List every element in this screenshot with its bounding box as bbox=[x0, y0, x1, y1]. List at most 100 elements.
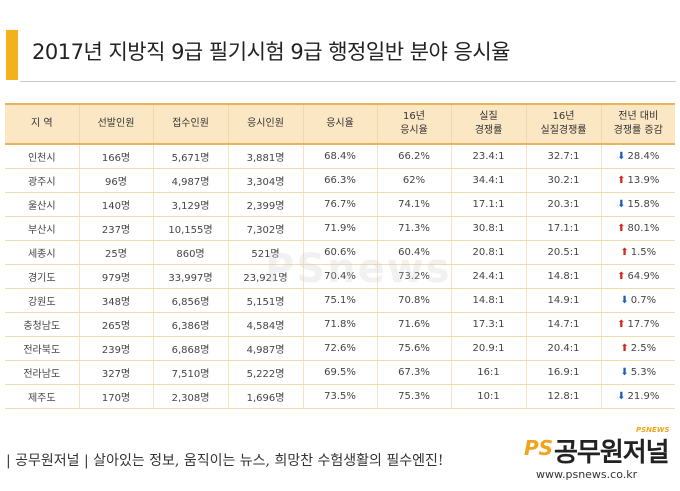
column-header-comp16: 16년 실질경쟁률 bbox=[526, 103, 602, 145]
cell-comp16: 14.8:1 bbox=[526, 264, 602, 289]
cell-rate16: 60.4% bbox=[377, 240, 452, 265]
cell-comp16: 14.9:1 bbox=[526, 288, 602, 313]
column-header-attended: 응시인원 bbox=[228, 103, 304, 145]
cell-change: ⬇ 15.8% bbox=[601, 192, 675, 217]
cell-rate: 69.5% bbox=[303, 360, 378, 385]
cell-comp16: 14.7:1 bbox=[526, 312, 602, 337]
header: 2017년 지방직 9급 필기시험 9급 행정일반 분야 응시율 bbox=[0, 0, 680, 82]
change-value: 1.5% bbox=[630, 246, 657, 258]
cell-selected: 170명 bbox=[79, 384, 154, 409]
cell-comp: 10:1 bbox=[451, 384, 527, 409]
cell-attended: 1,696명 bbox=[228, 384, 304, 409]
column-header-rate: 응시율 bbox=[303, 103, 378, 145]
arrow-up-icon: ⬆ bbox=[617, 222, 626, 234]
arrow-up-icon: ⬆ bbox=[617, 318, 626, 330]
column-header-selected: 선발인원 bbox=[79, 103, 154, 145]
table-row: 강원도 348명 6,856명 5,151명 75.1% 70.8% 14.8:1 14.9:… bbox=[5, 288, 675, 313]
cell-applied: 6,868명 bbox=[153, 336, 229, 361]
cell-selected: 348명 bbox=[79, 288, 154, 313]
cell-change: ⬆ 17.7% bbox=[601, 312, 675, 337]
cell-change: ⬇ 5.3% bbox=[601, 360, 675, 385]
arrow-up-icon: ⬆ bbox=[617, 270, 626, 282]
cell-comp16: 12.8:1 bbox=[526, 384, 602, 409]
cell-change: ⬆ 2.5% bbox=[601, 336, 675, 361]
cell-attended: 7,302명 bbox=[228, 216, 304, 241]
column-header-line: 16년 bbox=[403, 111, 425, 122]
title-divider bbox=[20, 81, 676, 82]
page-title: 2017년 지방직 9급 필기시험 9급 행정일반 분야 응시율 bbox=[32, 40, 510, 64]
cell-attended: 23,921명 bbox=[228, 264, 304, 289]
cell-comp: 17.3:1 bbox=[451, 312, 527, 337]
cell-rate16: 71.6% bbox=[377, 312, 452, 337]
cell-rate: 76.7% bbox=[303, 192, 378, 217]
cell-region: 전라남도 bbox=[5, 360, 80, 385]
cell-attended: 521명 bbox=[228, 240, 304, 265]
column-header-line: 실질경쟁률 bbox=[540, 125, 587, 136]
cell-comp16: 16.9:1 bbox=[526, 360, 602, 385]
column-header-line: 실질 bbox=[479, 111, 498, 122]
footer-slogan: | 공무원저널 | 살아있는 정보, 움직이는 뉴스, 희망찬 수험생활의 필수… bbox=[6, 453, 444, 469]
arrow-down-icon: ⬇ bbox=[617, 150, 626, 162]
cell-selected: 979명 bbox=[79, 264, 154, 289]
arrow-up-icon: ⬆ bbox=[620, 342, 629, 354]
table-row: 인천시 166명 5,671명 3,881명 68.4% 66.2% 23.4:1 32.7:… bbox=[5, 144, 675, 169]
cell-attended: 5,222명 bbox=[228, 360, 304, 385]
change-value: 15.8% bbox=[627, 198, 660, 210]
logo-sub: PSNEWS bbox=[636, 426, 670, 434]
change-value: 2.5% bbox=[630, 342, 657, 354]
cell-comp16: 30.2:1 bbox=[526, 168, 602, 193]
cell-region: 세종시 bbox=[5, 240, 80, 265]
cell-region: 제주도 bbox=[5, 384, 80, 409]
change-value: 5.3% bbox=[630, 366, 657, 378]
arrow-down-icon: ⬇ bbox=[620, 366, 629, 378]
cell-comp16: 32.7:1 bbox=[526, 144, 602, 169]
table-row: 세종시 25명 860명 521명 60.6% 60.4% 20.8:1 20.5:1 ⬆ 1.5… bbox=[5, 240, 675, 265]
cell-selected: 25명 bbox=[79, 240, 154, 265]
column-header-line: 경쟁률 bbox=[474, 125, 503, 136]
cell-region: 인천시 bbox=[5, 144, 80, 169]
column-header-line: 전년 대비 bbox=[618, 111, 659, 122]
column-header-line: 응시율 bbox=[400, 125, 428, 136]
cell-attended: 3,304명 bbox=[228, 168, 304, 193]
cell-rate16: 66.2% bbox=[377, 144, 452, 169]
cell-applied: 4,987명 bbox=[153, 168, 229, 193]
cell-selected: 96명 bbox=[79, 168, 154, 193]
cell-region: 광주시 bbox=[5, 168, 80, 193]
cell-selected: 237명 bbox=[79, 216, 154, 241]
table-row: 울산시 140명 3,129명 2,399명 76.7% 74.1% 17.1:1 20.3:… bbox=[5, 192, 675, 217]
cell-applied: 6,386명 bbox=[153, 312, 229, 337]
cell-comp: 16:1 bbox=[451, 360, 527, 385]
change-value: 0.7% bbox=[630, 294, 657, 306]
cell-region: 충청남도 bbox=[5, 312, 80, 337]
cell-change: ⬆ 1.5% bbox=[601, 240, 675, 265]
site-url-link[interactable]: www.psnews.co.kr bbox=[536, 468, 638, 481]
change-value: 21.9% bbox=[627, 390, 660, 402]
cell-change: ⬆ 64.9% bbox=[601, 264, 675, 289]
change-value: 28.4% bbox=[627, 150, 660, 162]
cell-comp: 34.4:1 bbox=[451, 168, 527, 193]
table-row: 전라남도 327명 7,510명 5,222명 69.5% 67.3% 16:1 16.9:1… bbox=[5, 360, 675, 385]
cell-change: ⬆ 13.9% bbox=[601, 168, 675, 193]
cell-rate16: 67.3% bbox=[377, 360, 452, 385]
cell-selected: 239명 bbox=[79, 336, 154, 361]
cell-selected: 166명 bbox=[79, 144, 154, 169]
cell-comp: 20.8:1 bbox=[451, 240, 527, 265]
cell-rate: 72.6% bbox=[303, 336, 378, 361]
cell-rate16: 74.1% bbox=[377, 192, 452, 217]
brand-logo[interactable]: PS 공무원저널 PSNEWS bbox=[524, 426, 674, 468]
cell-change: ⬇ 28.4% bbox=[601, 144, 675, 169]
cell-comp: 14.8:1 bbox=[451, 288, 527, 313]
table-header-row: 지 역 선발인원 접수인원 응시인원 응시율 16년 응시율 실질 경쟁률 16년 실질경쟁률 전년 … bbox=[5, 103, 675, 145]
cell-rate16: 71.3% bbox=[377, 216, 452, 241]
cell-comp16: 17.1:1 bbox=[526, 216, 602, 241]
cell-rate: 70.4% bbox=[303, 264, 378, 289]
cell-applied: 10,155명 bbox=[153, 216, 229, 241]
arrow-up-icon: ⬆ bbox=[620, 246, 629, 258]
cell-selected: 140명 bbox=[79, 192, 154, 217]
cell-applied: 860명 bbox=[153, 240, 229, 265]
column-header-change: 전년 대비 경쟁률 증감 bbox=[601, 103, 675, 145]
cell-rate: 66.3% bbox=[303, 168, 378, 193]
cell-region: 부산시 bbox=[5, 216, 80, 241]
title-accent-bar bbox=[6, 30, 18, 80]
